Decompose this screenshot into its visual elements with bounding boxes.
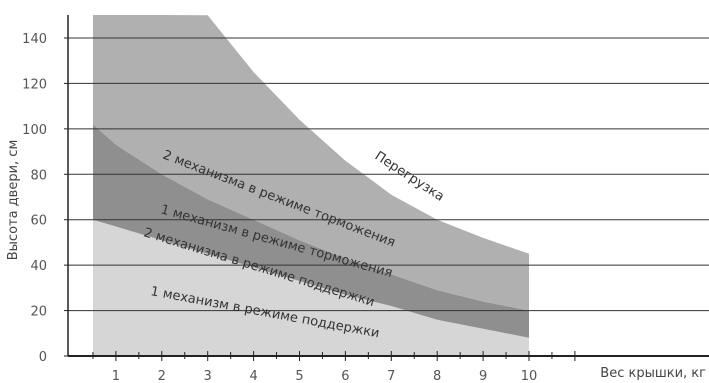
x-tick-label-10: 10: [521, 369, 538, 383]
y-tick-label-120: 120: [22, 77, 47, 92]
y-tick-label-140: 140: [22, 32, 47, 47]
x-tick-label-7: 7: [387, 369, 395, 383]
x-tick-label-9: 9: [479, 369, 487, 383]
chart-regions: [93, 15, 529, 356]
y-tick-label-100: 100: [22, 123, 47, 138]
region-support-area: [93, 219, 529, 356]
region-overload-area: [93, 15, 529, 311]
y-tick-label-80: 80: [30, 168, 47, 183]
x-tick-label-2: 2: [158, 369, 166, 383]
tick-labels: 0 20 40 60 80 100 120 140 1 2 3 4 5 6 7 8 9 10: [22, 32, 537, 383]
x-axis-title: Вес крышки, кг: [600, 366, 706, 381]
y-tick-label-0: 0: [39, 350, 47, 365]
x-tick-label-1: 1: [112, 369, 120, 383]
x-tick-label-3: 3: [204, 369, 212, 383]
x-tick-label-4: 4: [249, 369, 257, 383]
axes: [64, 15, 709, 361]
x-tick-label-6: 6: [341, 369, 349, 383]
x-tick-label-5: 5: [295, 369, 303, 383]
y-axis-title: Высота двери, см: [6, 140, 21, 261]
y-tick-label-20: 20: [30, 305, 47, 320]
region-braking-area: [93, 124, 529, 338]
y-tick-label-60: 60: [30, 214, 47, 229]
x-tick-label-8: 8: [433, 369, 441, 383]
y-tick-label-40: 40: [30, 259, 47, 274]
